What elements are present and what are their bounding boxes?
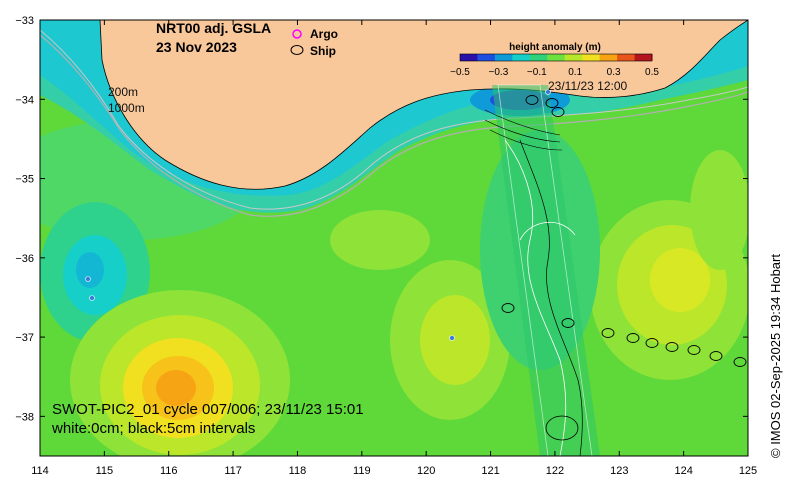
- x-tick-label: 124: [674, 465, 692, 477]
- swot-swath: [492, 85, 600, 456]
- swot-contour-5cm-north: [484, 109, 561, 136]
- colorbar-tick-label: −0.3: [489, 67, 509, 78]
- anomaly-eddy-core: [420, 295, 490, 385]
- colorbar-segment: [617, 54, 636, 61]
- x-tick-label: 119: [353, 465, 371, 477]
- colorbar-segment: [582, 54, 601, 61]
- ship-marker: [545, 98, 559, 108]
- colorbar-segment: [494, 54, 513, 61]
- colorbar-segment: [477, 54, 496, 61]
- colorbar-segment: [564, 54, 583, 61]
- credit-text: © IMOS 02-Sep-2025 19:34 Hobart: [768, 254, 783, 458]
- ship-marker: [665, 342, 679, 352]
- argo-float: [545, 89, 551, 95]
- x-tick-label: 120: [417, 465, 435, 477]
- colorbar-frame: [459, 53, 653, 62]
- swot-contour-5cm-north-3: [489, 129, 563, 151]
- australia-landmass: [99, 20, 748, 190]
- colorbar-segment: [512, 54, 531, 61]
- ship-legend-icon: [290, 45, 304, 55]
- map-plot-area: [40, 20, 748, 456]
- ship-marker: [687, 345, 701, 355]
- y-tick-label: −33: [15, 15, 34, 27]
- colorbar-segment: [529, 54, 548, 61]
- colorbar-tick-label: 0.5: [645, 67, 659, 78]
- ship-marker: [561, 318, 575, 328]
- ship-marker: [525, 95, 539, 105]
- colorbar-segment: [599, 54, 618, 61]
- map-date: 23 Nov 2023: [156, 39, 237, 55]
- x-axis: 114 115 116 117 118 119 120 121 122 123 124 125: [31, 20, 757, 477]
- ship-marker: [645, 338, 659, 348]
- anomaly-patch-east: [690, 150, 748, 270]
- y-tick-label: −38: [15, 411, 34, 423]
- low-anomaly-eddy-center: [76, 252, 104, 288]
- argo-float: [85, 276, 91, 282]
- colorbar-segment: [634, 54, 653, 61]
- isobath-label-1000m: 1000m: [108, 101, 145, 115]
- argo-float: [89, 295, 95, 301]
- argo-legend-label: Argo: [310, 27, 338, 41]
- map-title: NRT00 adj. GSLA: [156, 20, 271, 36]
- colorbar: −0.5 −0.3 −0.1 0.1 0.3 0.5: [450, 53, 659, 78]
- isobath-200m: [40, 29, 748, 210]
- y-tick-label: −35: [15, 174, 34, 186]
- colorbar-tick-label: 0.3: [607, 67, 621, 78]
- argo-float: [449, 335, 455, 341]
- anomaly-patch: [330, 210, 430, 270]
- ship-marker: [501, 303, 515, 313]
- swot-swath-outline: [497, 84, 593, 456]
- isobath-label-200m: 200m: [108, 85, 138, 99]
- anomaly-eddy-east-center: [650, 248, 710, 312]
- plot-frame: [39, 19, 749, 457]
- colorbar-tick-label: −0.5: [450, 67, 470, 78]
- ship-marker: [551, 107, 565, 117]
- x-tick-label: 123: [610, 465, 628, 477]
- colorbar-tick-label: −0.1: [527, 67, 547, 78]
- y-tick-label: −36: [15, 253, 34, 265]
- x-tick-label: 116: [160, 465, 178, 477]
- ship-marker: [733, 357, 747, 367]
- colorbar-segment: [460, 54, 478, 61]
- x-tick-label: 118: [289, 465, 307, 477]
- colorbar-title: height anomaly (m): [509, 42, 601, 53]
- x-tick-label: 121: [481, 465, 499, 477]
- y-tick-label: −37: [15, 332, 34, 344]
- argo-legend-icon: [292, 29, 302, 39]
- ship-legend-label: Ship: [310, 44, 336, 58]
- x-tick-label: 115: [96, 465, 114, 477]
- y-axis: −33 −34 −35 −36 −37 −38: [15, 15, 748, 423]
- ship-marker: [626, 333, 640, 343]
- x-tick-label: 125: [739, 465, 757, 477]
- x-tick-label: 122: [546, 465, 564, 477]
- ship-marker: [601, 328, 615, 338]
- swot-caption-line1: SWOT-PIC2_01 cycle 007/006; 23/11/23 15:…: [52, 401, 364, 418]
- swot-contour-ring: [545, 415, 579, 441]
- ship-marker: [709, 351, 723, 361]
- colorbar-tick-label: 0.1: [568, 67, 582, 78]
- ship-track: [501, 95, 747, 367]
- x-tick-label: 114: [31, 465, 49, 477]
- swot-caption-line2: white:0cm; black:5cm intervals: [51, 420, 255, 437]
- argo-floats: [85, 89, 551, 341]
- swot-contour-5cm: [519, 139, 583, 456]
- pass-time-label: 23/11/23 12:00: [548, 79, 628, 93]
- swot-contour-0cm-2: [519, 221, 576, 241]
- y-tick-label: −34: [15, 94, 34, 106]
- colorbar-segment: [547, 54, 566, 61]
- high-anomaly-eddy-center: [156, 370, 196, 406]
- swot-contour-0cm: [504, 139, 567, 456]
- isobath-1000m: [40, 34, 748, 217]
- x-tick-label: 117: [224, 465, 242, 477]
- swot-contour-5cm-north-2: [484, 119, 561, 143]
